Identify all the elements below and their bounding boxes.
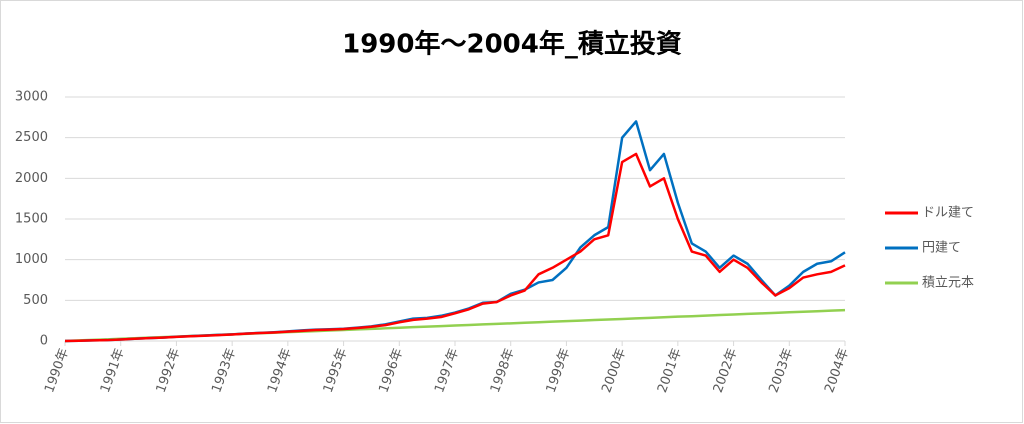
y-tick-label: 0 <box>40 334 48 349</box>
legend-label: ドル建て <box>922 206 974 221</box>
y-tick-label: 1000 <box>15 252 48 267</box>
legend-label: 積立元本 <box>922 276 974 291</box>
legend-label: 円建て <box>922 241 961 256</box>
y-tick-label: 2500 <box>15 130 48 145</box>
y-tick-label: 3000 <box>15 90 48 105</box>
y-tick-label: 1500 <box>15 212 48 227</box>
chart-title: 1990年～2004年_積立投資 <box>342 29 682 60</box>
y-tick-label: 500 <box>23 293 48 308</box>
y-tick-label: 2000 <box>15 171 48 186</box>
series-line <box>64 152 846 343</box>
